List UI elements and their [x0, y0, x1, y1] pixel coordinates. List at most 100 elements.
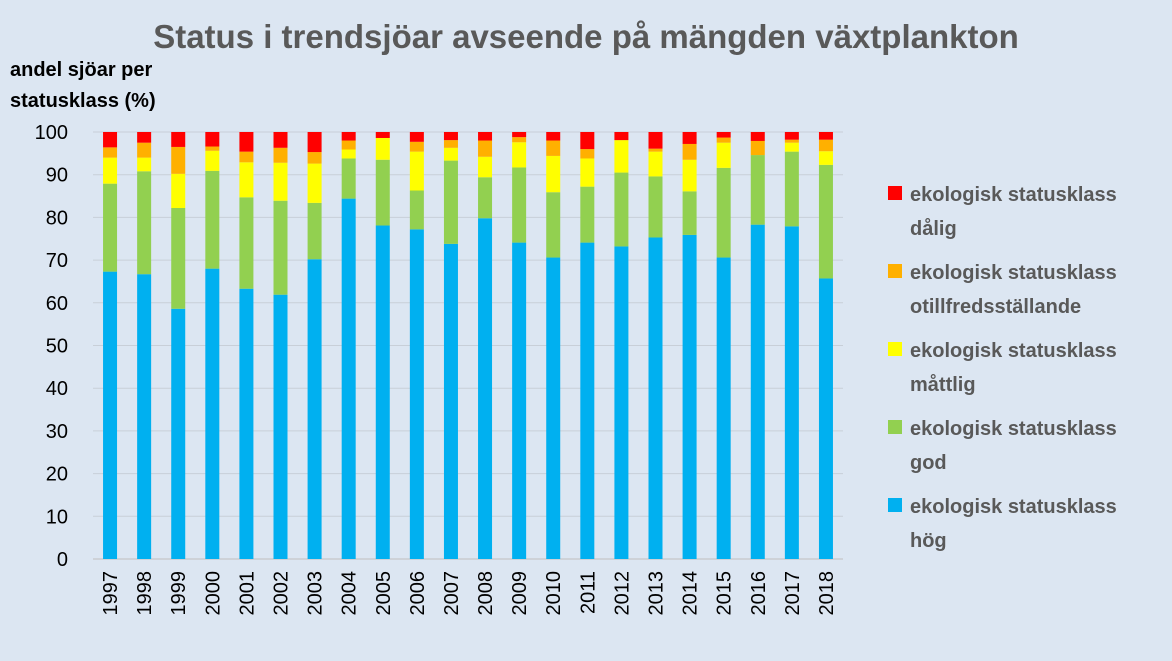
legend-label-line: otillfredsställande [910, 296, 1082, 318]
x-tick-label: 1998 [134, 571, 156, 616]
bar-segment [205, 132, 220, 147]
y-tick-label: 10 [46, 506, 68, 528]
x-tick-label: 2006 [407, 571, 429, 616]
bar-segment [137, 171, 152, 275]
bar-segment [614, 246, 629, 559]
bar-segment [103, 147, 118, 158]
legend-label-line: hög [910, 530, 947, 552]
bar-segment [750, 224, 765, 559]
bar-segment [341, 198, 356, 559]
bar-segment [784, 139, 799, 143]
bar-segment [375, 159, 390, 226]
bar-segment [546, 257, 561, 559]
x-tick-label: 2004 [339, 571, 361, 616]
x-tick-label: 2009 [509, 571, 531, 616]
bar-segment [137, 132, 152, 143]
y-tick-label: 90 [46, 165, 68, 187]
x-tick-label: 2018 [816, 571, 838, 616]
legend-label-otillfredsstallande: ekologisk statusklass otillfredsställand… [910, 256, 1170, 324]
bar-segment [580, 186, 595, 243]
bar-segment [443, 243, 458, 559]
x-tick-label: 2010 [543, 571, 565, 616]
bar-segment [239, 288, 254, 559]
bar-segment [648, 151, 663, 177]
legend-label-line: ekologisk statusklass [910, 418, 1117, 440]
y-tick-label: 40 [46, 378, 68, 400]
bar-segment [478, 156, 493, 178]
bar-segment [409, 151, 424, 191]
bar-segment [648, 132, 663, 149]
bar-segment [580, 132, 595, 150]
bar-segment [171, 146, 186, 174]
bar-segment [171, 132, 186, 147]
bar-segment [273, 200, 288, 295]
y-tick-label: 60 [46, 293, 68, 315]
bar-segment [648, 176, 663, 238]
bar-segment [307, 202, 322, 260]
legend: ekologisk statusklass dålig ekologisk st… [888, 178, 1168, 568]
bar-segment [648, 237, 663, 559]
bar-segment [716, 257, 731, 559]
bar-segment [546, 132, 561, 141]
bar-segment [341, 158, 356, 199]
bar-segment [614, 140, 629, 173]
bar-segment [716, 137, 731, 143]
bar-segment [273, 162, 288, 201]
bar-segment [409, 141, 424, 152]
x-tick-label: 1999 [168, 571, 190, 616]
bar-segment [750, 155, 765, 225]
bar-segment [273, 294, 288, 559]
bar-segment [137, 157, 152, 172]
bar-segment [171, 173, 186, 209]
bar-segment [137, 274, 152, 559]
y-tick-label: 0 [57, 549, 68, 571]
bar-segment [307, 132, 322, 153]
bar-segment [443, 147, 458, 161]
bar-segment [478, 218, 493, 559]
y-tick-label: 20 [46, 464, 68, 486]
bar-segment [648, 148, 663, 152]
bar-segment [682, 234, 697, 560]
chart-title: Status i trendsjöar avseende på mängden … [153, 18, 1019, 55]
y-tick-label: 50 [46, 336, 68, 358]
legend-item-otillfredsstallande: ekologisk statusklass otillfredsställand… [888, 256, 1168, 334]
bar-segment [818, 151, 833, 165]
legend-item-mattlig: ekologisk statusklass måttlig [888, 334, 1168, 412]
legend-swatch-mattlig [888, 342, 902, 356]
legend-swatch-hog [888, 498, 902, 512]
bar-segment [818, 164, 833, 279]
y-tick-label: 100 [35, 122, 68, 144]
x-tick-label: 2014 [680, 571, 702, 616]
legend-label-line: ekologisk statusklass [910, 184, 1117, 206]
y-tick-label: 70 [46, 250, 68, 272]
bar-segment [341, 132, 356, 141]
bar-segment [682, 159, 697, 192]
bar-segment [682, 191, 697, 235]
bar-segment [409, 190, 424, 230]
legend-label-line: dålig [910, 218, 957, 240]
bar-segment [512, 242, 527, 559]
bar-segment [409, 229, 424, 559]
bar-segment [682, 143, 697, 160]
bar-segment [443, 140, 458, 148]
x-tick-label: 2002 [271, 571, 293, 616]
legend-swatch-dalig [888, 186, 902, 200]
y-axis-title-line-2: statusklass (%) [10, 90, 156, 112]
bar-segment [478, 140, 493, 157]
bar-segment [307, 259, 322, 559]
bar-segment [273, 147, 288, 163]
legend-label-line: ekologisk statusklass [910, 262, 1117, 284]
bar-segment [716, 132, 731, 138]
bar-segment [784, 226, 799, 559]
bar-segment [818, 278, 833, 559]
bar-segment [341, 140, 356, 150]
bar-segment [478, 177, 493, 219]
legend-label-line: ekologisk statusklass [910, 496, 1117, 518]
legend-label-mattlig: ekologisk statusklass måttlig [910, 334, 1170, 402]
bar-segment [580, 149, 595, 159]
bar-segment [239, 132, 254, 152]
bar-segment [103, 271, 118, 559]
bar-segment [273, 132, 288, 148]
bar-segment [171, 308, 186, 559]
bar-segment [716, 142, 731, 168]
